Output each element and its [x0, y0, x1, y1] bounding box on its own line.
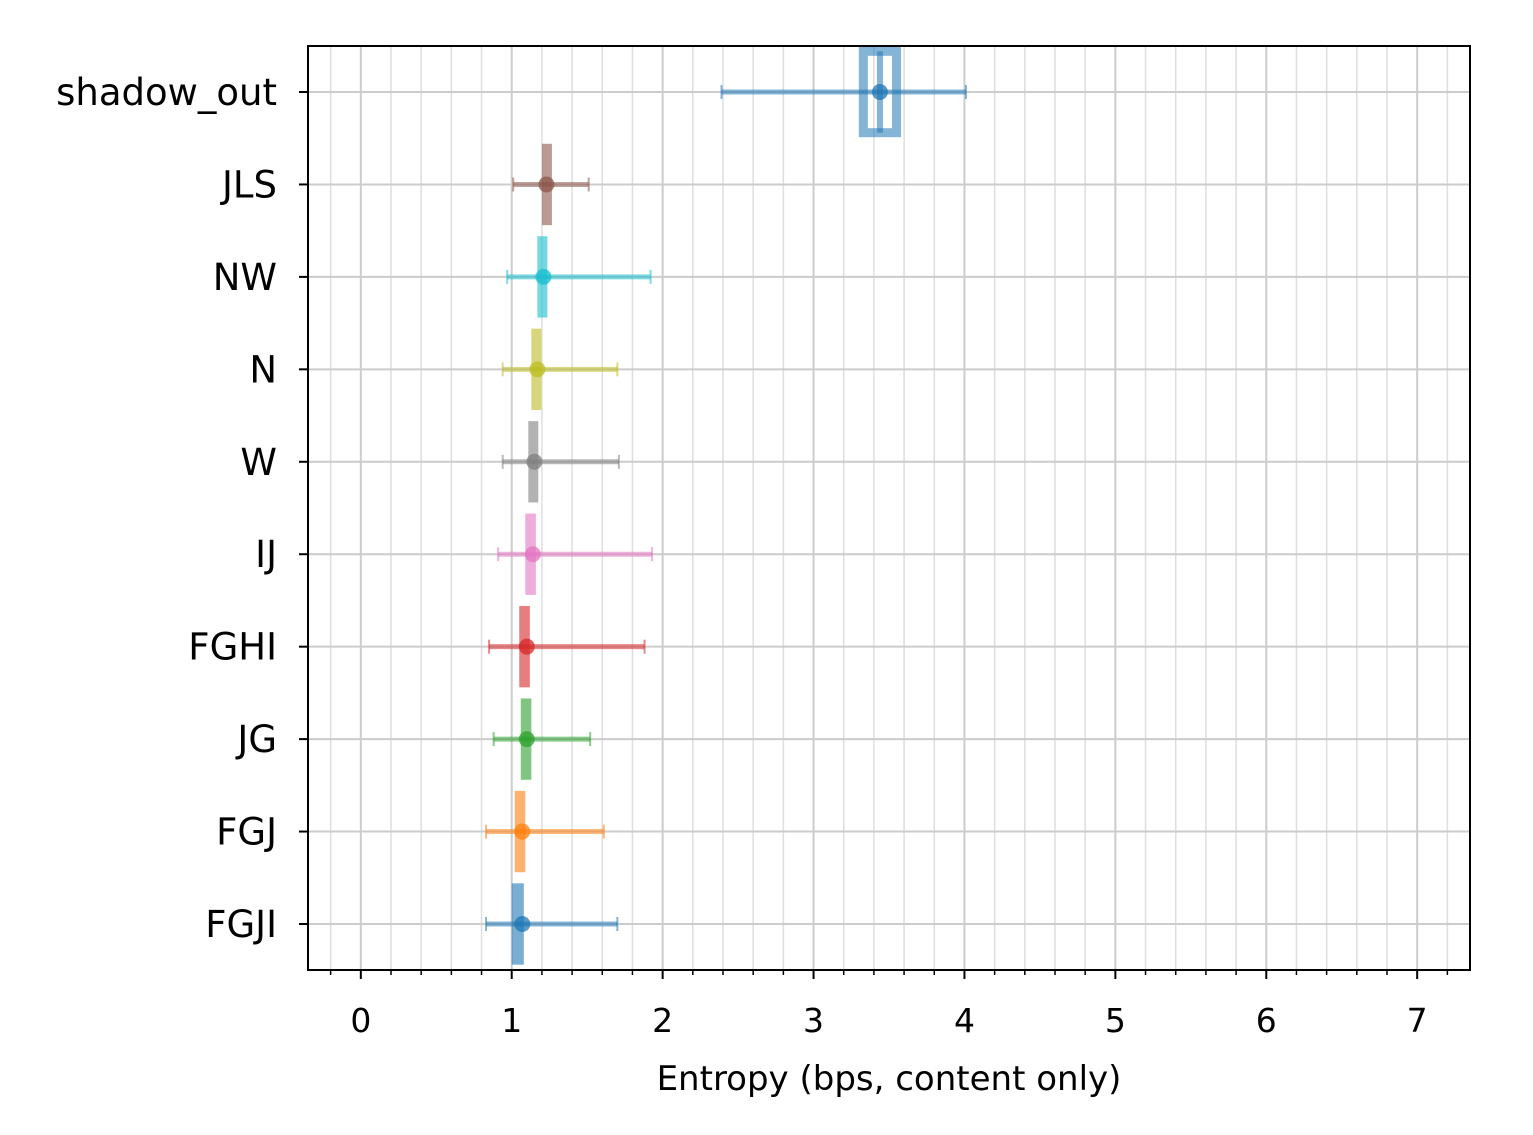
mean-point: [518, 731, 535, 748]
axis-ticks: [299, 91, 1449, 979]
y-tick-label: JLS: [220, 163, 277, 206]
x-tick-label: 4: [954, 1001, 975, 1040]
mean-point: [514, 916, 531, 932]
y-tick-label: N: [249, 348, 277, 391]
series-FGJI: [485, 883, 619, 965]
x-tick-label: 0: [350, 1001, 371, 1040]
y-tick-label: W: [240, 441, 277, 484]
y-tick-label: shadow_out: [56, 71, 277, 114]
series-JLS: [512, 143, 590, 226]
y-tick-label: FGJ: [216, 811, 277, 854]
y-tick-label: IJ: [255, 533, 277, 576]
x-tick-label: 2: [652, 1001, 673, 1040]
series-shadow_out: [720, 46, 967, 138]
x-tick-label: 5: [1105, 1001, 1126, 1040]
mean-point: [538, 176, 555, 193]
series-NW: [506, 236, 652, 318]
x-tick-labels: 0 1 2 3 4 5 6 7: [350, 1001, 1427, 1040]
grid: [308, 46, 1470, 970]
y-tick-label: FGHI: [188, 626, 277, 669]
series-FGHI: [488, 605, 646, 688]
x-tick-label: 7: [1407, 1001, 1428, 1040]
y-tick-label: FGJI: [205, 903, 277, 946]
mean-point: [526, 453, 543, 470]
x-tick-label: 3: [803, 1001, 824, 1040]
series-FGJ: [485, 790, 605, 873]
plot-frame: [307, 45, 1471, 971]
mean-point: [524, 546, 541, 563]
y-tick-label: NW: [213, 256, 277, 299]
series-JG: [492, 698, 592, 780]
x-tick-label: 1: [501, 1001, 522, 1040]
mean-point: [518, 638, 535, 655]
series-IJ: [497, 513, 654, 595]
series-W: [501, 421, 620, 503]
x-tick-label: 6: [1256, 1001, 1277, 1040]
mean-point: [535, 268, 552, 285]
x-axis-title: Entropy (bps, content only): [657, 1059, 1122, 1099]
mean-point: [514, 823, 531, 840]
mean-point: [871, 84, 888, 100]
plot-marks: [485, 46, 967, 965]
series-N: [501, 328, 619, 411]
y-tick-label: JG: [235, 718, 277, 761]
mean-point: [529, 361, 546, 378]
